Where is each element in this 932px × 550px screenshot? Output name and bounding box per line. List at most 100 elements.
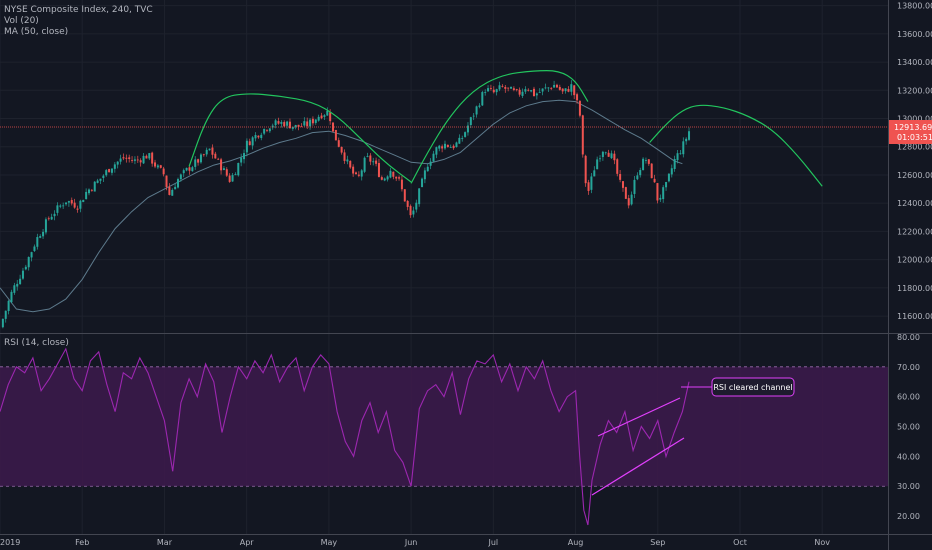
candle-body [395, 176, 398, 179]
candle-body [567, 88, 570, 92]
candle-body [44, 219, 47, 233]
candle-body [452, 145, 455, 149]
price-tick-label: 12400.000 [897, 199, 932, 208]
candle-body [116, 161, 119, 165]
candle-body [616, 159, 619, 174]
candle-body [205, 149, 208, 155]
candle-body [128, 157, 131, 159]
candle-body [412, 210, 415, 215]
rsi-tick-label: 60.00 [897, 393, 920, 402]
candle-body [90, 189, 93, 191]
candle-body [670, 168, 673, 175]
candle-body [587, 182, 590, 191]
candle-body [39, 236, 42, 238]
candle-body [630, 194, 633, 205]
candle-body [87, 189, 91, 194]
candle-body [265, 129, 269, 131]
price-tag-countdown: 01:03:51 [897, 133, 932, 142]
candle-body [16, 283, 19, 287]
legend-volume[interactable]: Vol (20) [4, 16, 39, 26]
candle-body [314, 119, 317, 123]
price-tick-label: 11600.000 [897, 312, 932, 321]
candle-body [372, 161, 375, 163]
candle-body [67, 201, 70, 203]
candle-body [145, 155, 148, 159]
price-tag-box [889, 120, 932, 144]
candle-body [56, 205, 59, 213]
candle-body [610, 153, 613, 159]
ma-line [0, 99, 683, 313]
candle-body [599, 158, 602, 160]
candle-body [188, 167, 191, 171]
candle-body [326, 110, 329, 116]
candle-body [220, 159, 223, 171]
candle-body [464, 132, 467, 137]
candle-body [512, 88, 515, 90]
moving-average-line [0, 99, 683, 313]
candle-body [139, 160, 142, 163]
candle-body [504, 86, 507, 89]
legend-ma[interactable]: MA (50, close) [4, 27, 69, 37]
drawn-arc[interactable] [188, 93, 412, 183]
candle-body [303, 121, 306, 126]
candle-body [392, 171, 395, 177]
candle-body [323, 115, 326, 117]
candle-body [676, 153, 679, 161]
rsi-lower-channel-line[interactable] [591, 437, 685, 496]
candle-body [639, 169, 642, 176]
rsi-tick-label: 50.00 [897, 423, 920, 432]
candle-body [449, 147, 452, 148]
candle-body [174, 186, 177, 190]
candle-body [311, 118, 314, 124]
drawn-arc[interactable] [649, 104, 823, 187]
candle-body [418, 188, 421, 205]
candle-body [159, 165, 162, 168]
candle-body [162, 168, 165, 175]
price-tick-label: 13600.000 [897, 30, 932, 39]
candle-body [429, 161, 432, 166]
candle-body [179, 174, 182, 180]
candle-body [369, 155, 372, 162]
candle-body [240, 157, 243, 163]
candle-body [466, 125, 469, 133]
rsi-tick-label: 30.00 [897, 482, 920, 491]
price-tick-label: 13400.000 [897, 58, 932, 67]
candle-body [636, 175, 639, 180]
time-tick-label: Nov [814, 538, 830, 547]
candle-body [102, 175, 105, 179]
legend-symbol[interactable]: NYSE Composite Index, 240, TVC [4, 5, 153, 15]
candle-body [644, 160, 647, 161]
candle-body [495, 89, 498, 93]
callout-text: RSI cleared channel [713, 383, 792, 392]
candle-body [309, 119, 312, 127]
candle-body [354, 172, 357, 175]
candle-body [441, 146, 444, 149]
candle-body [291, 126, 294, 129]
candle-body [53, 213, 56, 217]
candle-body [334, 129, 337, 141]
candle-body [337, 140, 340, 147]
candle-body [73, 202, 76, 208]
candle-body [148, 153, 151, 159]
candle-body [487, 88, 490, 92]
time-tick-label: Feb [75, 538, 89, 547]
candle-body [50, 216, 53, 220]
candle-body [578, 101, 581, 116]
callout-box[interactable] [711, 377, 795, 397]
candle-body [564, 88, 567, 92]
time-tick-label: Sep [650, 538, 665, 547]
drawn-arc[interactable] [410, 69, 589, 184]
rsi-annotation[interactable]: RSI cleared channel [591, 377, 795, 496]
candle-body [380, 177, 383, 180]
candle-body [70, 200, 73, 204]
candle-body [197, 159, 200, 163]
price-tick-label: 12000.000 [897, 256, 932, 265]
legend-rsi[interactable]: RSI (14, close) [4, 338, 69, 348]
rsi-upper-channel-line[interactable] [597, 397, 681, 437]
candle-body [357, 174, 360, 176]
price-tick-label: 11800.000 [897, 284, 932, 293]
candle-body [105, 170, 108, 176]
drawn-arcs[interactable] [188, 69, 823, 187]
candle-body [36, 237, 39, 247]
